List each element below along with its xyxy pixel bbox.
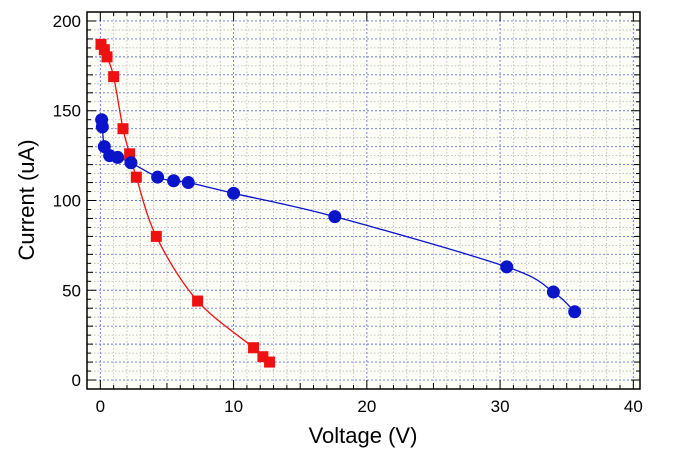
series-1-point: [568, 305, 582, 319]
series-0-point: [192, 295, 204, 307]
y-tick-label: 50: [62, 281, 81, 300]
series-0-point: [108, 71, 120, 83]
x-tick-label: 10: [224, 397, 243, 416]
series-0-point: [101, 51, 113, 63]
series-markers: [95, 38, 582, 368]
series-0-point: [248, 342, 260, 354]
x-tick-label: 0: [96, 397, 105, 416]
series-0-point: [257, 351, 269, 363]
series-1-point: [500, 260, 514, 274]
ticks: [86, 11, 640, 389]
y-axis-label: Current (uA): [14, 139, 39, 260]
series-1-point: [151, 170, 165, 184]
y-tick-label: 150: [53, 102, 81, 121]
series-0-point: [98, 44, 110, 56]
series-1-point: [111, 150, 125, 164]
series-1-point: [124, 156, 138, 170]
x-tick-label: 30: [491, 397, 510, 416]
series-0-point: [117, 123, 129, 135]
grid: [86, 11, 640, 389]
series-1-point: [95, 120, 109, 134]
y-tick-label: 0: [72, 371, 81, 390]
series-0-point: [124, 148, 136, 160]
tick-labels: 0 10 20 30 40 0 50 100 150 200: [53, 12, 643, 416]
y-tick-label: 100: [53, 192, 81, 211]
series-0-point: [264, 356, 276, 368]
series-1-point: [167, 174, 181, 188]
series-0-point: [130, 171, 142, 183]
series-1-point: [328, 210, 342, 224]
series-1-point: [546, 285, 560, 299]
x-tick-label: 40: [624, 397, 643, 416]
x-axis-label: Voltage (V): [309, 423, 418, 448]
x-tick-label: 20: [357, 397, 376, 416]
y-tick-label: 200: [53, 12, 81, 31]
series-0-point: [150, 230, 162, 242]
series-1-point: [227, 186, 241, 200]
series-1-point: [181, 176, 195, 190]
